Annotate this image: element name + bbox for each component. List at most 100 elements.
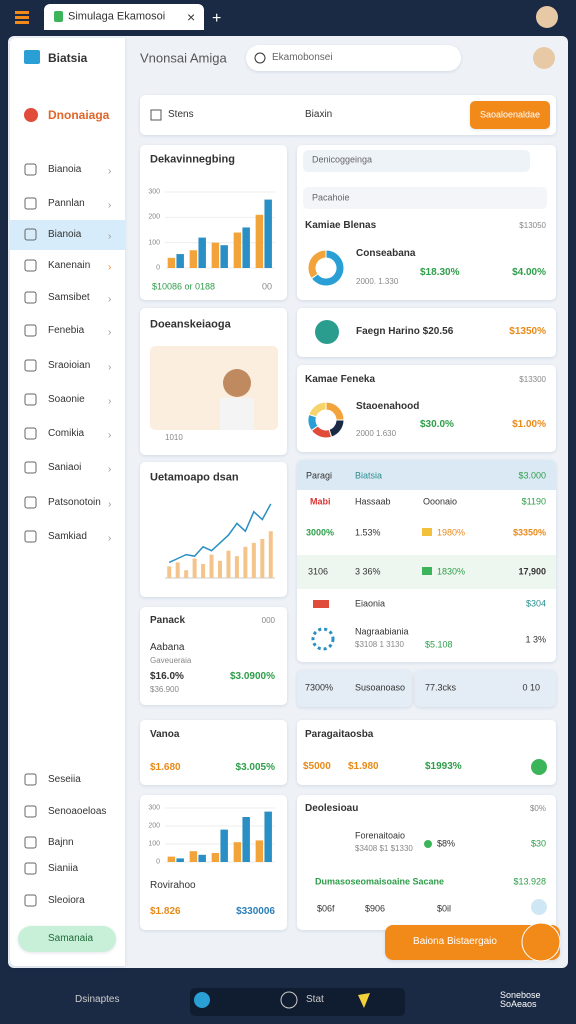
bar bbox=[167, 856, 176, 862]
menu-icon bbox=[15, 21, 29, 24]
button-label: Samanaia bbox=[48, 933, 94, 944]
taskbar-icon[interactable] bbox=[358, 993, 370, 1008]
bar bbox=[243, 546, 248, 578]
card bbox=[297, 795, 556, 930]
taskbar-center bbox=[190, 988, 405, 1016]
card-title: Dekavinnegbing bbox=[150, 153, 235, 166]
nav-item[interactable]: Saniaoi bbox=[48, 462, 82, 473]
label: Staoenahood bbox=[356, 401, 420, 412]
flag bbox=[313, 600, 329, 608]
table-header: Paragi bbox=[306, 470, 333, 481]
table-header: $3.000 bbox=[518, 470, 546, 481]
bar bbox=[234, 556, 239, 578]
label: 2000. 1.330 bbox=[356, 277, 399, 286]
nav-icon bbox=[24, 805, 37, 818]
table-cell: 3 36% bbox=[355, 566, 381, 577]
select[interactable] bbox=[303, 187, 547, 209]
nav-icon bbox=[24, 427, 37, 440]
summary-box bbox=[415, 670, 556, 707]
nav-item[interactable]: Soaonie bbox=[48, 394, 85, 405]
avatar[interactable] bbox=[533, 47, 555, 69]
nav-item[interactable]: Bianoia bbox=[48, 164, 82, 175]
new-tab[interactable]: + bbox=[212, 10, 221, 27]
search-box[interactable] bbox=[246, 45, 461, 71]
table-cell: 17,900 bbox=[518, 566, 546, 577]
chevron: › bbox=[108, 231, 111, 242]
nav-icon bbox=[24, 163, 37, 176]
pie-slice bbox=[310, 249, 345, 287]
person bbox=[220, 398, 254, 430]
label: Susoanoaso bbox=[355, 682, 406, 693]
taskbar-icon[interactable] bbox=[280, 991, 298, 1009]
label: $06f bbox=[317, 903, 335, 914]
fab-circle[interactable] bbox=[521, 922, 561, 962]
nav-item[interactable]: Senoaoeloas bbox=[48, 806, 107, 817]
table-cell: Mabi bbox=[310, 496, 331, 507]
label: $1.826 bbox=[150, 906, 181, 917]
table-cell: $3350% bbox=[512, 527, 546, 538]
taskbar-item: Stat bbox=[306, 994, 324, 1005]
nav-item[interactable]: Pannlan bbox=[48, 198, 85, 209]
table-cell: 3000% bbox=[306, 527, 335, 538]
label: 000 bbox=[261, 616, 275, 625]
nav-item[interactable]: Samsibet bbox=[48, 292, 90, 303]
browser-tab[interactable] bbox=[44, 4, 204, 30]
brand: Dnonaiaga bbox=[48, 108, 110, 122]
table-cell: 1980% bbox=[437, 527, 466, 538]
nav-item[interactable]: Samkiad bbox=[48, 531, 87, 542]
table-cell: Ooonaio bbox=[423, 496, 458, 507]
nav-item[interactable]: Comikia bbox=[48, 428, 85, 439]
menu-icon[interactable] bbox=[15, 11, 29, 14]
bar bbox=[242, 817, 250, 862]
card-title: Deolesioau bbox=[305, 803, 359, 814]
avatar[interactable] bbox=[536, 6, 558, 28]
chevron: › bbox=[108, 327, 111, 338]
card-title: Panack bbox=[150, 615, 186, 626]
chevron: › bbox=[108, 294, 111, 305]
bar bbox=[233, 842, 242, 862]
chevron: › bbox=[108, 430, 111, 441]
nav-item[interactable]: Sleoiora bbox=[48, 895, 85, 906]
select[interactable] bbox=[303, 150, 530, 172]
bar bbox=[260, 539, 265, 578]
close-icon[interactable]: × bbox=[187, 9, 195, 25]
y-tick-label: 200 bbox=[148, 213, 160, 221]
bar bbox=[211, 853, 220, 862]
taskbar-icon[interactable] bbox=[194, 992, 210, 1008]
sidebar bbox=[10, 38, 125, 966]
bar bbox=[264, 199, 272, 268]
bar bbox=[167, 257, 176, 268]
card-title: Doeanskeiaoga bbox=[150, 318, 231, 331]
check-icon bbox=[531, 759, 547, 775]
label: Forenaitoaio bbox=[355, 830, 406, 841]
fab-label[interactable]: Baiona Bistaergaio bbox=[413, 936, 497, 947]
nav-icon bbox=[24, 496, 37, 509]
nav-icon bbox=[24, 862, 37, 875]
nav-item[interactable]: Sraoioian bbox=[48, 360, 91, 371]
table-cell: Nagraabiania bbox=[355, 626, 409, 637]
label: 0 10 bbox=[522, 682, 540, 693]
nav-item[interactable]: Bianoia bbox=[48, 229, 82, 240]
table-cell: 3106 bbox=[308, 566, 329, 577]
nav-icon bbox=[24, 836, 37, 849]
card-title: Paragaitaosba bbox=[305, 729, 374, 740]
bar bbox=[184, 570, 189, 578]
nav-active[interactable] bbox=[10, 220, 125, 250]
checkbox[interactable] bbox=[150, 109, 162, 121]
nav-item[interactable]: Seseiia bbox=[48, 774, 81, 785]
nav-item[interactable]: Patsonotoin bbox=[48, 497, 101, 508]
filter-button[interactable] bbox=[470, 101, 550, 129]
nav-item[interactable]: Bajnn bbox=[48, 837, 74, 848]
line bbox=[168, 503, 272, 564]
chevron: › bbox=[108, 396, 111, 407]
nav-item[interactable]: Kanenain bbox=[48, 260, 91, 271]
sidebar-button[interactable] bbox=[18, 926, 116, 952]
bar bbox=[255, 840, 264, 862]
bar bbox=[176, 254, 184, 268]
nav-item[interactable]: Fenebia bbox=[48, 325, 85, 336]
search-icon bbox=[254, 52, 266, 64]
tab-title: Simulaga Ekamosoi bbox=[68, 10, 166, 23]
nav-item[interactable]: Sianiia bbox=[48, 863, 79, 874]
label: $1350% bbox=[509, 326, 546, 337]
